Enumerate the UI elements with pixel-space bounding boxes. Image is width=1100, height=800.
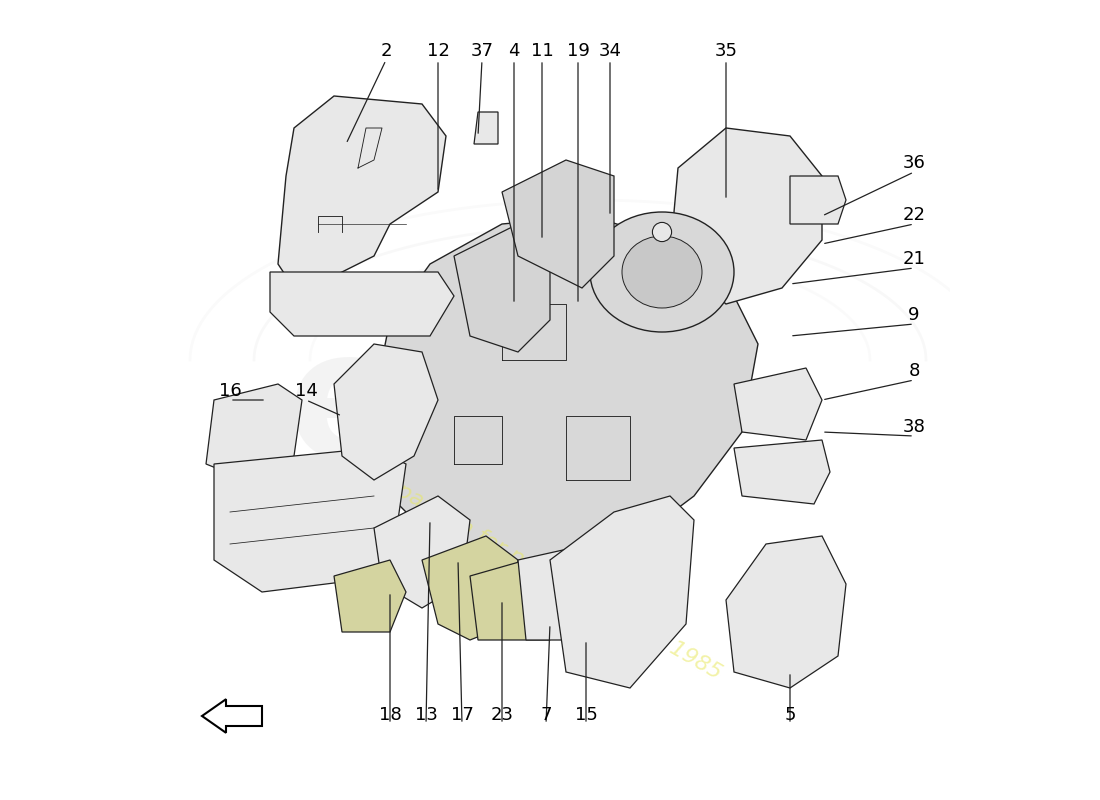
Polygon shape — [334, 344, 438, 480]
Circle shape — [652, 222, 672, 242]
Text: eu: eu — [286, 320, 537, 496]
Polygon shape — [374, 216, 758, 576]
Text: 21: 21 — [903, 250, 925, 268]
Text: 23: 23 — [491, 706, 514, 724]
Text: 7: 7 — [540, 706, 552, 724]
Text: 2: 2 — [381, 42, 392, 60]
Polygon shape — [550, 496, 694, 688]
Polygon shape — [454, 224, 550, 352]
Text: 22: 22 — [902, 206, 925, 224]
Polygon shape — [214, 448, 406, 592]
Polygon shape — [474, 112, 498, 144]
Polygon shape — [206, 384, 302, 480]
Text: 38: 38 — [903, 418, 925, 436]
Text: 5: 5 — [784, 706, 795, 724]
Ellipse shape — [621, 236, 702, 308]
Text: 12: 12 — [427, 42, 450, 60]
Polygon shape — [726, 536, 846, 688]
Polygon shape — [670, 128, 822, 304]
Polygon shape — [278, 96, 446, 288]
FancyArrow shape — [202, 699, 262, 733]
Polygon shape — [734, 440, 830, 504]
Polygon shape — [518, 544, 614, 640]
Text: 16: 16 — [219, 382, 241, 400]
Text: 14: 14 — [295, 382, 318, 400]
Polygon shape — [422, 536, 518, 640]
Text: 9: 9 — [909, 306, 920, 324]
Polygon shape — [502, 160, 614, 288]
Polygon shape — [790, 176, 846, 224]
Polygon shape — [270, 272, 454, 336]
Text: 18: 18 — [378, 706, 402, 724]
Text: 13: 13 — [415, 706, 438, 724]
Text: 37: 37 — [471, 42, 494, 60]
Text: 17: 17 — [451, 706, 473, 724]
Polygon shape — [334, 560, 406, 632]
Text: 4: 4 — [508, 42, 519, 60]
Ellipse shape — [590, 212, 734, 332]
Text: 19: 19 — [566, 42, 590, 60]
Polygon shape — [470, 560, 550, 640]
Text: 34: 34 — [598, 42, 622, 60]
Text: 15: 15 — [574, 706, 597, 724]
Text: 36: 36 — [903, 154, 925, 172]
Polygon shape — [734, 368, 822, 440]
Polygon shape — [374, 496, 470, 608]
Text: a passion for perfection since 1985: a passion for perfection since 1985 — [375, 469, 725, 683]
Text: 11: 11 — [530, 42, 553, 60]
Text: 8: 8 — [909, 362, 920, 380]
Text: 35: 35 — [715, 42, 737, 60]
